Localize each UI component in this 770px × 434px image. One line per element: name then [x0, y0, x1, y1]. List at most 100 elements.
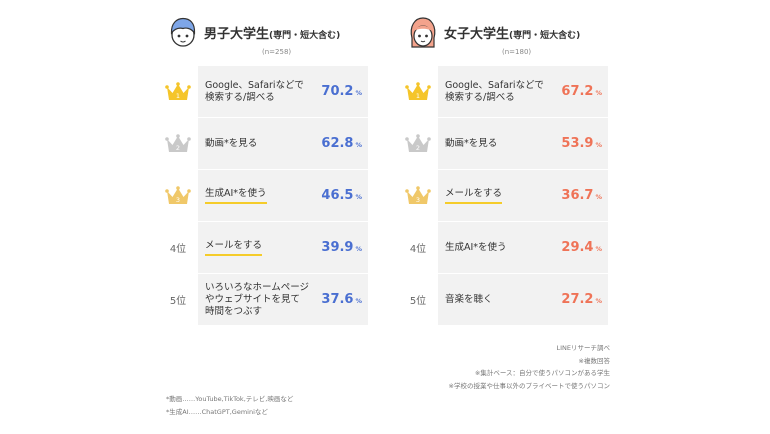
- note-line: ※集計ベース：自分で使うパソコンがある学生: [474, 369, 610, 377]
- crown-rank-number: 3: [416, 196, 420, 204]
- ranking-row: 1 Google、Safariなどで 検索する/調べる 70.2%: [158, 66, 370, 117]
- crown-rank-number: 1: [416, 92, 420, 100]
- footnotes: *動画……YouTube,TikTok,テレビ,映画など *生成AI……Chat…: [166, 393, 293, 418]
- ranking-cell: 生成AI*を使う 46.5%: [198, 170, 368, 221]
- female-panel-title: 女子大学生(専門・短大含む): [444, 27, 581, 42]
- silver-crown-icon: 2: [165, 133, 191, 152]
- percentage-value: 37.6%: [321, 274, 362, 325]
- percent-sign: %: [355, 141, 362, 149]
- rank-badge: 1: [158, 66, 198, 117]
- activity-label: Google、Safariなどで 検索する/調べる: [205, 79, 304, 103]
- percent-sign: %: [595, 297, 602, 305]
- female-header: 女子大学生(専門・短大含む) (n=180): [398, 14, 608, 60]
- rank-badge: 2: [158, 118, 198, 169]
- silver-crown-icon: 2: [405, 133, 431, 152]
- crown-rank-number: 3: [176, 196, 180, 204]
- rank-badge: 4位: [158, 222, 198, 273]
- percentage-value: 62.8%: [321, 118, 362, 169]
- bronze-crown-icon: 3: [405, 185, 431, 204]
- ranking-row: 4位 生成AI*を使う 29.4%: [398, 222, 610, 273]
- bronze-crown-icon: 3: [165, 185, 191, 204]
- gold-crown-icon: 1: [165, 81, 191, 100]
- male-sample-size: (n=258): [262, 48, 292, 56]
- ranking-row: 1 Google、Safariなどで 検索する/調べる 67.2%: [398, 66, 610, 117]
- percentage-value: 70.2%: [321, 66, 362, 117]
- percent-sign: %: [355, 297, 362, 305]
- percentage-number: 29.4: [561, 240, 594, 255]
- rank-label: 4位: [169, 244, 187, 255]
- percentage-value: 46.5%: [321, 170, 362, 221]
- percentage-number: 67.2: [561, 84, 594, 99]
- percentage-value: 39.9%: [321, 222, 362, 273]
- male-ranking-rows: 1 Google、Safariなどで 検索する/調べる 70.2% 2 動画*を見る 62.…: [158, 66, 370, 326]
- activity-label: メールをする: [205, 222, 317, 273]
- percent-sign: %: [355, 193, 362, 201]
- rank-label: 5位: [409, 296, 427, 307]
- percentage-value: 53.9%: [561, 118, 602, 169]
- survey-notes: LINEリサーチ調べ ※複数回答 ※集計ベース：自分で使うパソコンがある学生 ※…: [449, 342, 610, 392]
- male-header: 男子大学生(専門・短大含む) (n=258): [158, 14, 368, 60]
- rank-badge: 2: [398, 118, 438, 169]
- percent-sign: %: [595, 141, 602, 149]
- activity-label: いろいろなホームページ やウェブサイトを見て 時間をつぶす: [205, 281, 310, 317]
- percent-sign: %: [595, 245, 602, 253]
- crown-rank-number: 2: [416, 144, 420, 152]
- percentage-number: 27.2: [561, 292, 594, 307]
- percentage-number: 62.8: [321, 136, 354, 151]
- rank-badge: 1: [398, 66, 438, 117]
- percentage-number: 70.2: [321, 84, 354, 99]
- ranking-cell: 動画*を見る 62.8%: [198, 118, 368, 169]
- ranking-row: 2 動画*を見る 53.9%: [398, 118, 610, 169]
- male-panel: 男子大学生(専門・短大含む) (n=258) 1 Google、Safariなどで…: [158, 0, 368, 330]
- rank-badge: 5位: [398, 274, 438, 325]
- activity-label: 生成AI*を使う: [445, 241, 507, 253]
- percent-sign: %: [595, 193, 602, 201]
- percent-sign: %: [595, 89, 602, 97]
- percent-sign: %: [355, 245, 362, 253]
- ranking-row: 2 動画*を見る 62.8%: [158, 118, 370, 169]
- activity-label: 生成AI*を使う: [205, 170, 317, 221]
- ranking-cell: 音楽を聴く 27.2%: [438, 274, 608, 325]
- percentage-value: 67.2%: [561, 66, 602, 117]
- rank-badge: 3: [158, 170, 198, 221]
- ranking-row: 5位 いろいろなホームページ やウェブサイトを見て 時間をつぶす 37.6%: [158, 274, 370, 325]
- note-line: LINEリサーチ調べ: [556, 344, 610, 352]
- percent-sign: %: [355, 89, 362, 97]
- percentage-number: 53.9: [561, 136, 594, 151]
- female-panel: 女子大学生(専門・短大含む) (n=180) 1 Google、Safariなどで…: [398, 0, 608, 330]
- ranking-cell: メールをする 39.9%: [198, 222, 368, 273]
- percentage-number: 36.7: [561, 188, 594, 203]
- activity-label: Google、Safariなどで 検索する/調べる: [445, 79, 544, 103]
- note-line: ※学校の授業や仕事以外のプライベートで使うパソコン: [448, 381, 610, 390]
- activity-label: 動画*を見る: [445, 137, 498, 149]
- rank-badge: 4位: [398, 222, 438, 273]
- rank-badge: 5位: [158, 274, 198, 325]
- ranking-row: 5位 音楽を聴く 27.2%: [398, 274, 610, 325]
- male-student-avatar-icon: [170, 17, 196, 47]
- activity-label: 動画*を見る: [205, 137, 258, 149]
- gold-crown-icon: 1: [405, 81, 431, 100]
- ranking-cell: メールをする 36.7%: [438, 170, 608, 221]
- female-ranking-rows: 1 Google、Safariなどで 検索する/調べる 67.2% 2 動画*を見る 53.…: [398, 66, 610, 326]
- ranking-cell: Google、Safariなどで 検索する/調べる 70.2%: [198, 66, 368, 117]
- footnote-line: *生成AI……ChatGPT,Geminiなど: [166, 407, 268, 416]
- percentage-value: 29.4%: [561, 222, 602, 273]
- rank-label: 5位: [169, 296, 187, 307]
- percentage-value: 36.7%: [561, 170, 602, 221]
- activity-label: 音楽を聴く: [445, 293, 493, 305]
- crown-rank-number: 1: [176, 92, 180, 100]
- percentage-number: 46.5: [321, 188, 354, 203]
- ranking-cell: 生成AI*を使う 29.4%: [438, 222, 608, 273]
- percentage-number: 39.9: [321, 240, 354, 255]
- rank-label: 4位: [409, 244, 427, 255]
- crown-rank-number: 2: [176, 144, 180, 152]
- rank-badge: 3: [398, 170, 438, 221]
- ranking-cell: 動画*を見る 53.9%: [438, 118, 608, 169]
- activity-label: メールをする: [445, 170, 557, 221]
- percentage-number: 37.6: [321, 292, 354, 307]
- ranking-row: 3 メールをする 36.7%: [398, 170, 610, 221]
- female-sample-size: (n=180): [502, 48, 532, 56]
- ranking-cell: いろいろなホームページ やウェブサイトを見て 時間をつぶす 37.6%: [198, 274, 368, 325]
- note-line: ※複数回答: [578, 356, 610, 365]
- ranking-row: 4位 メールをする 39.9%: [158, 222, 370, 273]
